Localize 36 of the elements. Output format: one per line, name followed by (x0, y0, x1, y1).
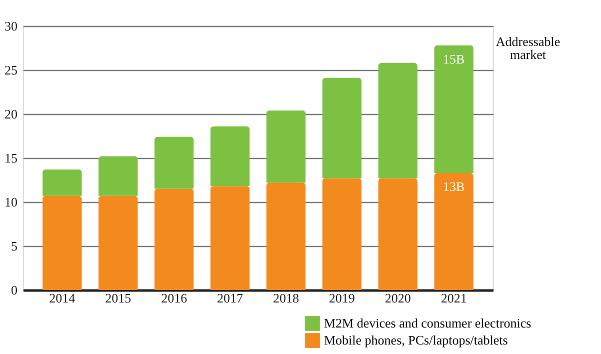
bar (210, 186, 250, 290)
bar (42, 196, 82, 290)
x-tick-label: 2019 (328, 290, 355, 306)
bar (98, 156, 138, 196)
text: Addressable market (496, 34, 560, 62)
bar (434, 45, 474, 173)
bar (378, 62, 418, 178)
x-tick-label: 2014 (49, 290, 76, 306)
x-tick-label: 2015 (105, 290, 132, 306)
y-tick-label: 10 (4, 194, 18, 210)
bar (322, 178, 362, 290)
y-tick-label: 30 (4, 18, 18, 34)
legend-label: Mobile phones, PCs/laptops/tablets (324, 332, 508, 348)
bar (434, 172, 474, 290)
bar (266, 110, 306, 183)
x-tick-label: 2020 (384, 290, 411, 306)
bar (266, 182, 306, 290)
data-label: 13B (442, 178, 465, 194)
x-tick-label: 2021 (440, 290, 467, 306)
bar (98, 196, 138, 290)
legend-label: M2M devices and consumer electronics (324, 316, 532, 330)
data-label: 15B (442, 51, 465, 66)
bar (322, 78, 362, 178)
y-tick-label: 5 (11, 238, 18, 254)
y-tick-label: 0 (11, 282, 18, 298)
bar (154, 188, 194, 290)
y-tick-label: 20 (4, 106, 18, 122)
bar (210, 126, 250, 186)
x-tick-label: 2017 (217, 290, 244, 306)
y-tick-label: 15 (4, 150, 18, 166)
bar (154, 136, 194, 189)
bar (42, 169, 82, 196)
x-tick-label: 2018 (272, 290, 299, 306)
y-tick-label: 25 (4, 62, 18, 78)
bar (378, 178, 418, 290)
x-tick-label: 2016 (161, 290, 188, 306)
